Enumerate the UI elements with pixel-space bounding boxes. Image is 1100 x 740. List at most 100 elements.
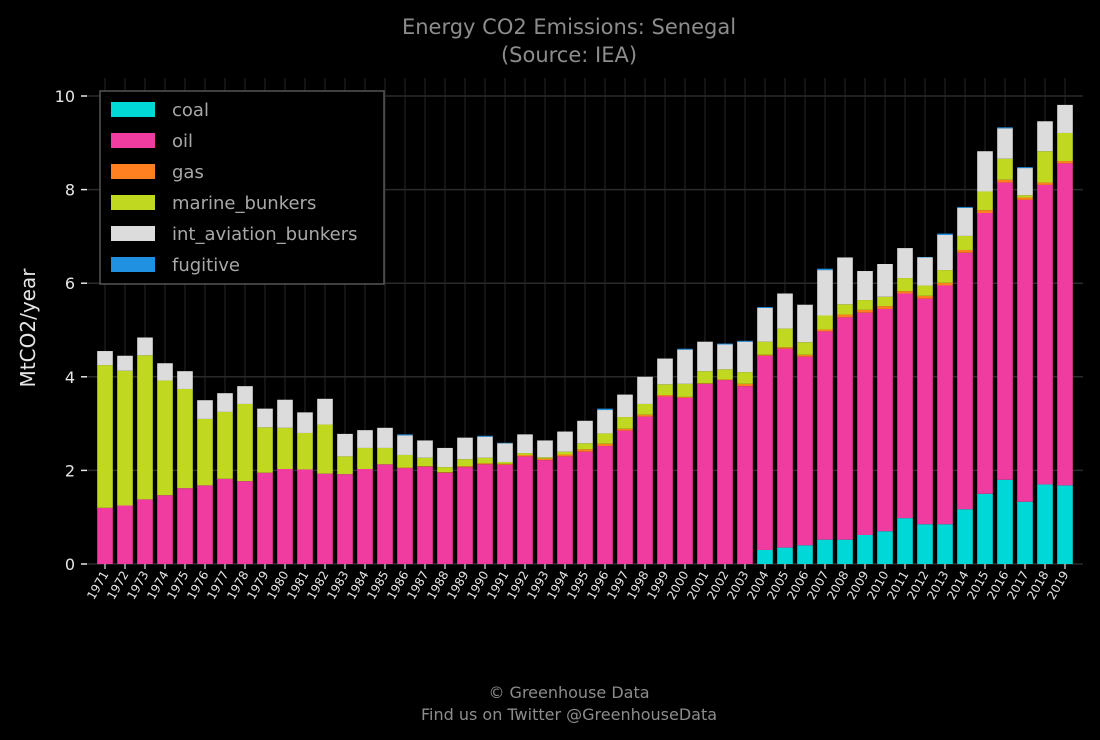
bar-gas-1991	[497, 463, 513, 465]
bar-coal-2006	[797, 545, 813, 564]
legend-box	[99, 90, 385, 285]
bar-gas-2013	[937, 282, 953, 286]
bar-gas-1988	[437, 472, 453, 473]
bar-oil-1996	[597, 446, 613, 564]
legend-swatch-gas	[111, 164, 155, 179]
bar-int_aviation_bunkers-2015	[977, 151, 993, 192]
bar-gas-2000	[677, 396, 693, 398]
bar-marine_bunkers-1981	[297, 432, 313, 470]
bar-fugitive-2007	[817, 268, 833, 271]
bar-oil-1979	[257, 472, 273, 564]
bar-oil-1990	[477, 464, 493, 564]
bar-marine_bunkers-1973	[137, 355, 153, 500]
footer-copyright: © Greenhouse Data	[488, 683, 649, 702]
bar-marine_bunkers-1993	[537, 457, 553, 459]
bar-int_aviation_bunkers-2014	[957, 207, 973, 236]
bars	[97, 104, 1073, 564]
bar-gas-2009	[857, 309, 873, 313]
bar-fugitive-2014	[957, 206, 973, 208]
bar-coal-2012	[917, 524, 933, 564]
bar-fugitive-2002	[717, 343, 733, 345]
bar-oil-2016	[997, 182, 1013, 480]
legend-swatch-coal	[111, 102, 155, 117]
bar-oil-2012	[917, 298, 933, 525]
bar-int_aviation_bunkers-1971	[97, 351, 113, 366]
bar-gas-2010	[877, 306, 893, 309]
bar-coal-2010	[877, 531, 893, 564]
bar-fugitive-2012	[917, 256, 933, 258]
bar-int_aviation_bunkers-1993	[537, 440, 553, 458]
bar-fugitive-2003	[737, 340, 753, 342]
bar-int_aviation_bunkers-1990	[477, 436, 493, 458]
bar-oil-2017	[1017, 199, 1033, 502]
legend-label-fugitive: fugitive	[172, 255, 240, 276]
bar-oil-2008	[837, 317, 853, 540]
bar-marine_bunkers-2011	[897, 278, 913, 292]
bar-int_aviation_bunkers-2018	[1037, 121, 1053, 152]
bar-int_aviation_bunkers-1979	[257, 408, 273, 428]
footer-twitter: Find us on Twitter @GreenhouseData	[421, 705, 717, 724]
y-tick-label: 2	[65, 461, 75, 480]
bar-int_aviation_bunkers-1996	[597, 410, 613, 434]
bar-oil-1981	[297, 469, 313, 564]
bar-coal-2016	[997, 479, 1013, 564]
bar-int_aviation_bunkers-2001	[697, 341, 713, 372]
bar-oil-1989	[457, 467, 473, 564]
bar-coal-2014	[957, 509, 973, 564]
bar-int_aviation_bunkers-1987	[417, 440, 433, 458]
bar-marine_bunkers-1971	[97, 365, 113, 508]
bar-marine_bunkers-1978	[237, 403, 253, 482]
y-tick-label: 4	[65, 368, 75, 387]
bar-marine_bunkers-1997	[617, 417, 633, 429]
y-tick-label: 6	[65, 274, 75, 293]
bar-gas-2014	[957, 249, 973, 253]
bar-oil-2013	[937, 285, 953, 525]
bar-int_aviation_bunkers-2017	[1017, 168, 1033, 196]
bar-marine_bunkers-2002	[717, 369, 733, 380]
bar-int_aviation_bunkers-1974	[157, 363, 173, 381]
bar-oil-2003	[737, 386, 753, 564]
bar-marine_bunkers-2004	[757, 341, 773, 355]
bar-marine_bunkers-1987	[417, 457, 433, 467]
bar-coal-2005	[777, 547, 793, 564]
bar-marine_bunkers-2012	[917, 285, 933, 296]
bar-int_aviation_bunkers-2009	[857, 271, 873, 301]
bar-int_aviation_bunkers-2013	[937, 234, 953, 271]
bar-int_aviation_bunkers-2019	[1057, 104, 1073, 133]
bar-marine_bunkers-1986	[397, 454, 413, 468]
bar-gas-2015	[977, 210, 993, 213]
bar-int_aviation_bunkers-2000	[677, 349, 693, 384]
bar-marine_bunkers-1988	[437, 467, 453, 473]
bar-gas-2008	[837, 314, 853, 318]
bar-marine_bunkers-2003	[737, 372, 753, 384]
bar-gas-1997	[617, 428, 633, 431]
y-tick-label: 8	[65, 181, 75, 200]
bar-int_aviation_bunkers-2006	[797, 304, 813, 343]
x-tick-label: 2019	[1044, 569, 1071, 602]
bar-gas-2004	[757, 354, 773, 356]
bar-oil-1998	[637, 416, 653, 564]
bar-int_aviation_bunkers-2016	[997, 128, 1013, 159]
bar-gas-2017	[1017, 197, 1033, 200]
bar-coal-2017	[1017, 501, 1033, 564]
bar-marine_bunkers-2014	[957, 235, 973, 250]
legend-swatch-oil	[111, 133, 155, 148]
bar-marine_bunkers-2010	[877, 296, 893, 307]
bar-marine_bunkers-2017	[1017, 195, 1033, 198]
y-tick-label: 0	[65, 555, 75, 574]
bar-oil-1983	[337, 474, 353, 564]
bar-fugitive-2013	[937, 233, 953, 235]
bar-oil-1993	[537, 460, 553, 564]
x-axis: 1971197219731974197519761977197819791980…	[84, 564, 1072, 602]
bar-oil-1999	[657, 396, 673, 564]
legend-label-oil: oil	[172, 131, 193, 152]
bar-gas-1992	[517, 454, 533, 457]
bar-oil-2015	[977, 213, 993, 494]
bar-gas-1999	[657, 395, 673, 397]
bar-int_aviation_bunkers-1975	[177, 371, 193, 389]
bar-marine_bunkers-2016	[997, 158, 1013, 180]
bar-gas-2016	[997, 179, 1013, 183]
legend: coal oil gas marine_bunkers int_aviation_bun…	[99, 90, 385, 285]
legend-label-int_aviation_bunkers: int_aviation_bunkers	[172, 224, 358, 245]
